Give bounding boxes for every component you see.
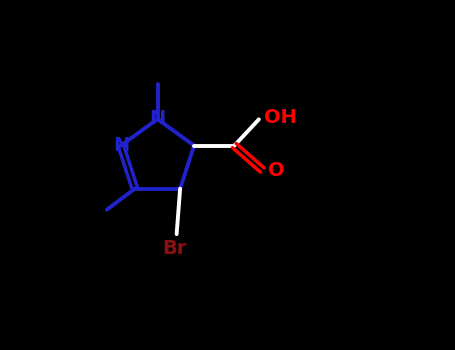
Text: N: N [113, 136, 129, 155]
Text: OH: OH [264, 108, 297, 127]
Text: O: O [268, 161, 284, 180]
Text: N: N [149, 110, 166, 128]
Text: Br: Br [163, 239, 187, 258]
